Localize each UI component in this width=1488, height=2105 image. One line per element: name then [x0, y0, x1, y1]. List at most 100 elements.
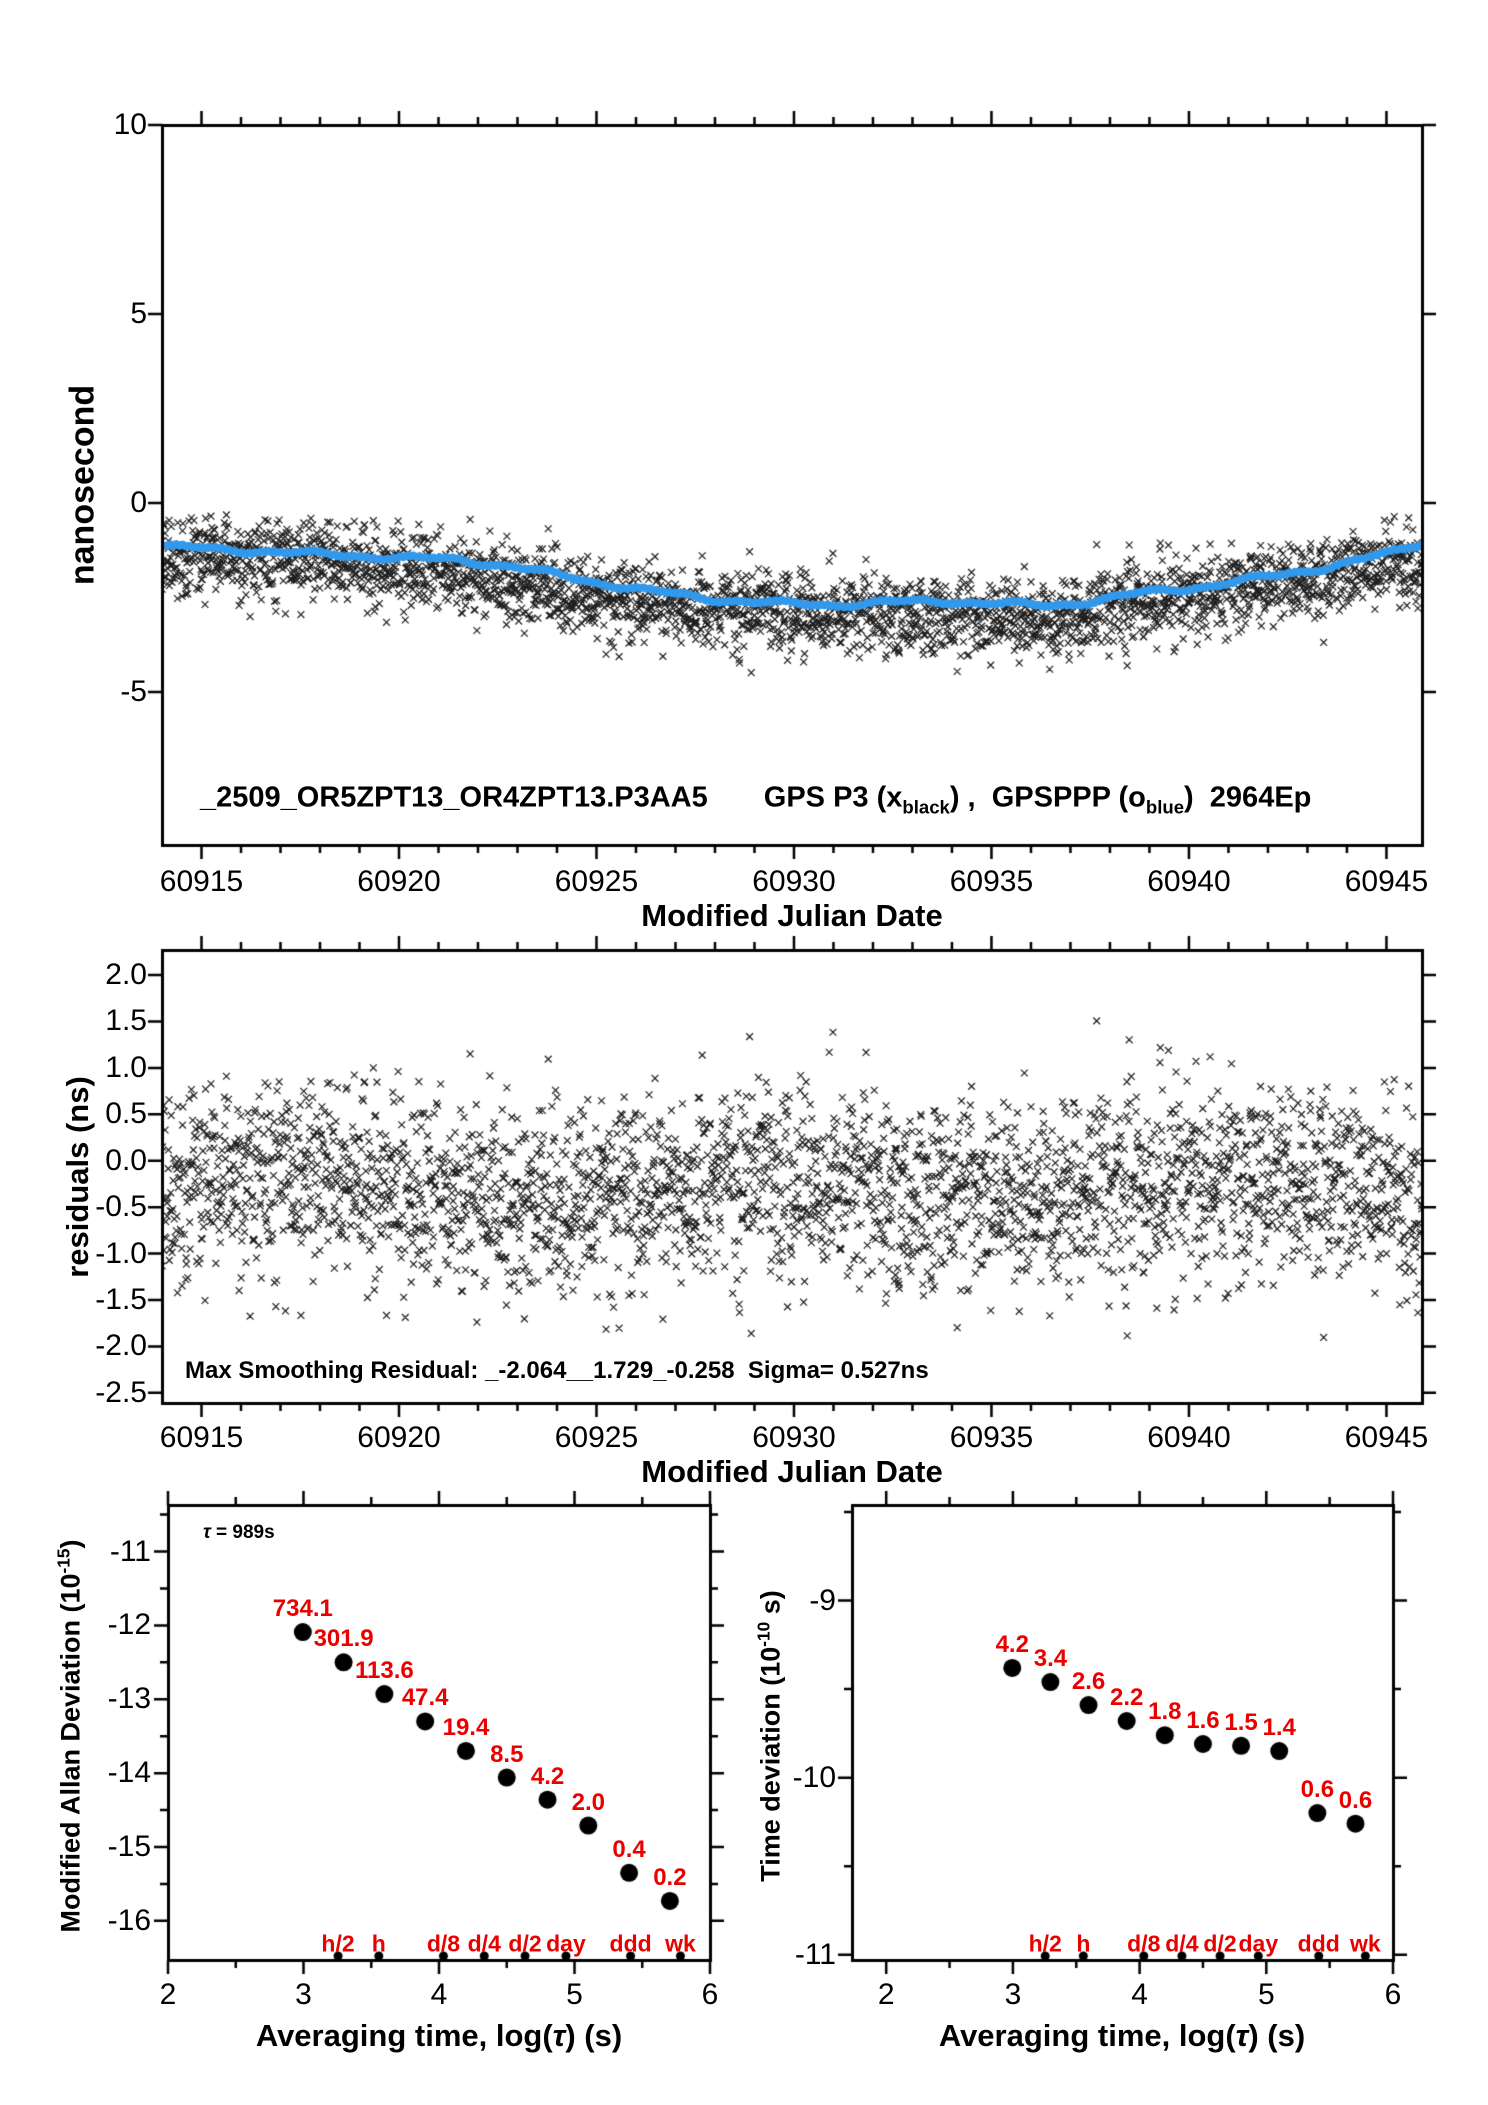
point-value-label: 4.2	[530, 1762, 565, 1790]
y-axis-title-modified-allan-deviation: Modified Allan Deviation (10-15)	[54, 1539, 87, 1932]
ylabel-text: s)	[755, 1590, 786, 1622]
tau-interval-label: d/8	[1127, 1930, 1161, 1957]
tau-interval-label: d/4	[1165, 1930, 1199, 1957]
ylabel-text: Modified Allan Deviation (10	[55, 1573, 86, 1933]
x-tick-label: 2	[877, 1978, 895, 2011]
y-tick-label: 0	[130, 485, 147, 519]
x-tick-label: 3	[295, 1978, 312, 2011]
x-tick-label: 60920	[357, 865, 441, 898]
y-tick-label: -9	[809, 1583, 836, 1617]
y-tick-label: -10	[792, 1760, 836, 1794]
legend-text: ) 2964Ep	[1184, 781, 1312, 814]
point-value-label: 2.0	[571, 1788, 605, 1816]
y-tick-label: 2.0	[105, 958, 147, 992]
x-tick-label: 60920	[357, 1421, 441, 1454]
legend-subscript-blue: blue	[1145, 796, 1185, 818]
x-axis-title-mjd-top: Modified Julian Date	[641, 898, 943, 933]
tau-symbol: τ	[1235, 2018, 1249, 2053]
x-tick-label: 60940	[1147, 1421, 1231, 1454]
y-tick-label: -2.5	[95, 1375, 147, 1409]
x-tick-label: 6	[1384, 1978, 1402, 2011]
xlabel-text: ) (s)	[1248, 2018, 1306, 2053]
y-tick-label: -14	[107, 1756, 151, 1790]
point-value-label: 47.4	[401, 1684, 449, 1712]
ylabel-superscript: -10	[753, 1621, 774, 1647]
point-value-label: 0.4	[612, 1835, 646, 1863]
x-tick-label: 2	[159, 1978, 177, 2011]
legend-text: ) , GPSPPP (o	[949, 781, 1146, 814]
y-tick-label: -11	[794, 1937, 836, 1971]
y-tick-label: -0.5	[95, 1190, 147, 1224]
tau-sample-annotation: τ = 989s	[203, 1522, 275, 1544]
x-tick-label: 6	[701, 1978, 719, 2011]
point-value-label: 1.6	[1186, 1707, 1220, 1734]
y-tick-label: 10	[113, 108, 147, 141]
x-axis-title-averaging-time-right: Averaging time, log(τ) (s)	[939, 2018, 1305, 2054]
legend-text: GPS P3 (x	[763, 781, 903, 814]
x-axis-title-mjd-middle: Modified Julian Date	[641, 1454, 943, 1489]
y-tick-label: -13	[107, 1682, 151, 1716]
annotation-text: = 989s	[210, 1522, 275, 1543]
xlabel-text: ) (s)	[565, 2018, 623, 2053]
y-tick-label: -15	[107, 1829, 151, 1863]
x-tick-label: 60925	[554, 865, 639, 898]
x-tick-label: 5	[1257, 1978, 1275, 2011]
y-tick-label: -11	[109, 1534, 151, 1568]
y-tick-label: -2.0	[95, 1329, 147, 1363]
y-tick-label: 0.0	[105, 1143, 147, 1177]
tau-interval-label: wk	[1350, 1930, 1381, 1957]
x-tick-label: 60945	[1344, 865, 1429, 898]
point-value-label: 1.5	[1224, 1708, 1258, 1736]
y-tick-label: -1.0	[95, 1236, 147, 1270]
y-tick-label: 5	[130, 296, 147, 330]
tau-interval-label: day	[1238, 1930, 1279, 1957]
ylabel-superscript: -15	[53, 1548, 74, 1574]
y-axis-title-time-deviation: Time deviation (10-10 s)	[754, 1590, 787, 1882]
point-value-label: 0.6	[1300, 1776, 1335, 1804]
x-tick-label: 60915	[159, 1421, 244, 1454]
legend-subscript-black: black	[902, 796, 950, 818]
ylabel-text: )	[55, 1539, 86, 1549]
dataset-filename: _2509_OR5ZPT13_OR4ZPT13.P3AA5	[200, 781, 708, 814]
point-value-label: 3.4	[1033, 1645, 1068, 1673]
x-tick-label: 60930	[752, 865, 836, 898]
ylabel-text: Time deviation (10	[755, 1646, 786, 1882]
panel-title: _2509_OR5ZPT13_OR4ZPT13.P3AA5 GPS P3 (xbl…	[200, 782, 1311, 819]
y-tick-label: 0.5	[105, 1097, 147, 1131]
x-tick-label: 60915	[159, 865, 244, 898]
tau-interval-label: h/2	[1028, 1930, 1062, 1957]
y-tick-label: -5	[120, 674, 147, 708]
xlabel-text: Averaging time, log(	[938, 2018, 1236, 2053]
x-tick-label: 5	[566, 1978, 583, 2011]
xlabel-text: Averaging time, log(	[255, 2018, 553, 2053]
point-value-label: 2.6	[1071, 1668, 1106, 1696]
tau-interval-label: ddd	[1297, 1930, 1340, 1957]
x-tick-label: 60940	[1147, 865, 1231, 898]
tau-interval-label: wk	[665, 1930, 696, 1957]
point-value-label: 301.9	[313, 1625, 374, 1653]
tau-interval-label: h	[1076, 1930, 1091, 1957]
x-tick-label: 60925	[554, 1421, 639, 1454]
point-value-label: 113.6	[355, 1657, 414, 1685]
y-tick-label: 1.0	[105, 1050, 147, 1084]
point-value-label: 8.5	[490, 1740, 524, 1768]
point-value-label: 0.6	[1338, 1786, 1373, 1814]
x-tick-label: 60935	[949, 1421, 1034, 1454]
x-tick-label: 60945	[1344, 1421, 1429, 1454]
tau-interval-label: day	[546, 1930, 586, 1957]
x-axis-title-averaging-time-left: Averaging time, log(τ) (s)	[256, 2018, 622, 2054]
tau-symbol: τ	[552, 2018, 566, 2053]
max-smoothing-residual-text: Max Smoothing Residual: _-2.064__1.729_-…	[185, 1357, 929, 1384]
x-tick-label: 60935	[949, 865, 1034, 898]
point-value-label: 734.1	[272, 1595, 333, 1623]
tau-interval-label: d/2	[1203, 1930, 1237, 1957]
x-tick-label: 4	[1131, 1978, 1148, 2011]
tau-interval-label: d/2	[508, 1930, 542, 1957]
y-tick-label: -12	[107, 1608, 151, 1642]
tau-symbol: τ	[203, 1522, 211, 1543]
point-value-label: 1.8	[1148, 1698, 1182, 1726]
point-value-label: 4.2	[995, 1630, 1029, 1658]
